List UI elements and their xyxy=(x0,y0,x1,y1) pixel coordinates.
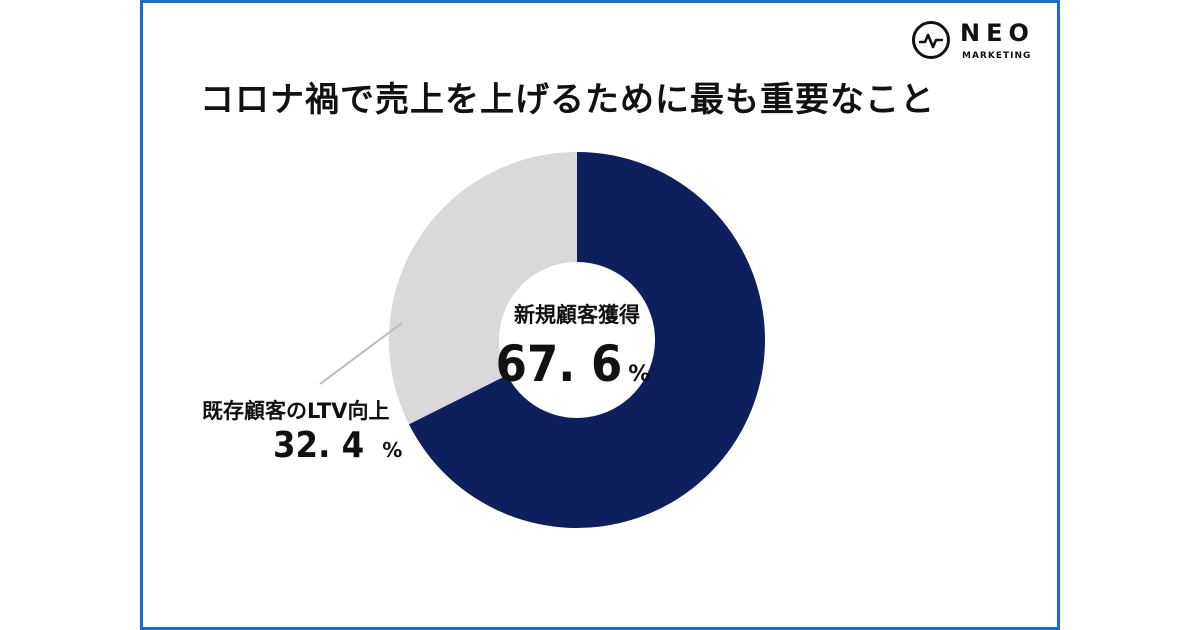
slice-unit-primary: % xyxy=(628,362,650,387)
brand-logo: NEO MARKETING xyxy=(912,19,1052,65)
slice-value-number-primary: 67. 6 xyxy=(496,335,623,393)
slice-label-secondary: 既存顧客のLTV向上 xyxy=(202,399,389,423)
brand-sub: MARKETING xyxy=(962,51,1032,61)
slice-value-primary: 67. 6% xyxy=(496,335,651,393)
slice-label-primary: 新規顧客獲得 xyxy=(514,303,640,327)
chart-title: コロナ禍で売上を上げるために最も重要なこと xyxy=(200,80,935,120)
donut-slice-primary xyxy=(408,152,765,528)
leader-line xyxy=(319,322,403,385)
brand-name: NEO xyxy=(960,19,1035,47)
pulse-icon xyxy=(912,21,950,59)
slice-value-secondary: 32. 4% xyxy=(273,425,402,466)
donut-slice-secondary xyxy=(389,151,577,425)
slice-value-number-secondary: 32. 4 xyxy=(273,425,364,466)
slice-unit-secondary: % xyxy=(382,438,402,462)
